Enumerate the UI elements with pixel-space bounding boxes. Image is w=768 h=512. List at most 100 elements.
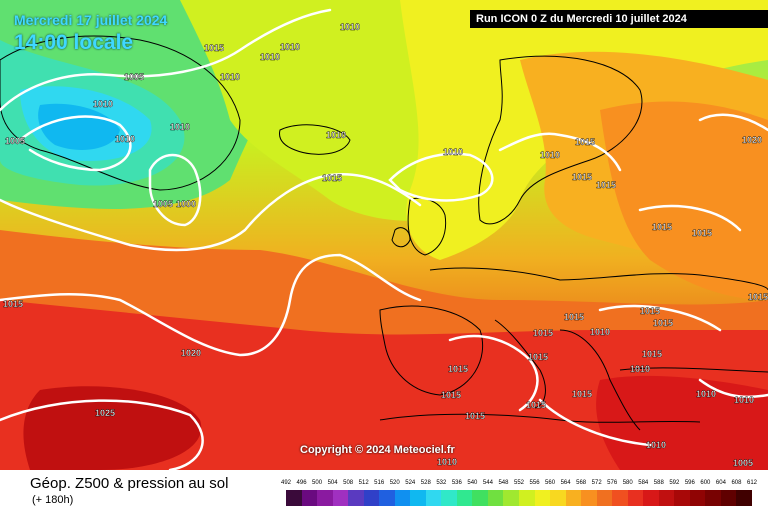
isobar-label: 1015 (564, 312, 584, 322)
legend-swatch (689, 490, 706, 506)
legend-label: 564 (560, 480, 571, 486)
isobar-label: 1010 (280, 42, 300, 52)
legend-swatch (301, 490, 318, 506)
isobar-label: 1010 (340, 22, 360, 32)
legend-label: 584 (638, 480, 649, 486)
legend-swatch (348, 490, 364, 506)
isobar-label: 1020 (742, 135, 762, 145)
legend-label: 496 (296, 480, 307, 486)
legend-swatch (472, 490, 488, 506)
legend-label: 612 (746, 480, 757, 486)
isobar-label: 1015 (3, 299, 23, 309)
isobar-label: 1005 (124, 72, 144, 82)
legend-swatch (674, 490, 690, 506)
legend-label: 576 (607, 480, 618, 486)
legend-swatch (286, 490, 302, 506)
forecast-time: 14:00 locale (14, 31, 134, 54)
legend-swatch (394, 490, 411, 506)
isobar-label: 1010 (93, 99, 113, 109)
legend-swatch (720, 490, 737, 506)
isobar-label: 1015 (526, 400, 546, 410)
isobar-label: 1015 (322, 173, 342, 183)
isobar-label: 1005 (153, 199, 173, 209)
isobar-label: 1010 (540, 150, 560, 160)
legend-swatch (332, 490, 349, 506)
isobar-label: 1010 (260, 52, 280, 62)
legend-label: 532 (436, 480, 447, 486)
legend-label: 520 (389, 480, 400, 486)
legend-label: 600 (700, 480, 711, 486)
legend-label: 568 (576, 480, 587, 486)
legend-label: 596 (684, 480, 695, 486)
isobar-label: 1010 (646, 440, 666, 450)
legend-label: 540 (467, 480, 478, 486)
isobar-label: 1015 (441, 390, 461, 400)
legend-swatch (363, 490, 380, 506)
legend-swatch (487, 490, 504, 506)
isobar-label: 1015 (204, 43, 224, 53)
legend-swatch (612, 490, 628, 506)
legend-swatch (596, 490, 613, 506)
isobar-label: 1015 (448, 364, 468, 374)
legend-swatch (643, 490, 659, 506)
forecast-date: Mercredi 17 juillet 2024 (14, 12, 168, 28)
isobar-label: 1010 (115, 134, 135, 144)
legend-swatch (518, 490, 535, 506)
legend-swatch (705, 490, 721, 506)
legend-label: 528 (420, 480, 431, 486)
legend-label: 504 (327, 480, 338, 486)
isobar-label: 1010 (696, 389, 716, 399)
legend-label: 604 (715, 480, 726, 486)
legend-swatch (736, 490, 752, 506)
legend-label: 560 (545, 480, 556, 486)
isobar-label: 1010 (326, 130, 346, 140)
isobar-label: 1015 (575, 137, 595, 147)
legend-swatch (550, 490, 566, 506)
legend-label: 492 (280, 480, 291, 486)
isobar-label: 1005 (733, 458, 753, 468)
legend-label: 512 (358, 480, 369, 486)
legend-label: 552 (513, 480, 524, 486)
isobar-label: 1010 (734, 395, 754, 405)
forecast-lead-time: (+ 180h) (32, 494, 74, 506)
legend-label: 536 (451, 480, 462, 486)
legend-labels: 492 496 500 504 508 512 516 520 524 528 532 536 540 5… (280, 480, 757, 490)
map-footer: Géop. Z500 & pression au sol (+ 180h) 49… (0, 470, 768, 512)
legend-label: 544 (482, 480, 493, 486)
copyright-notice: Copyright © 2024 Meteociel.fr (300, 444, 455, 456)
legend-swatch (441, 490, 457, 506)
isobar-label: 1010 (170, 122, 190, 132)
isobar-label: 1010 (590, 327, 610, 337)
legend-label: 580 (622, 480, 633, 486)
color-scale-legend (286, 490, 752, 506)
isobar-label: 1015 (528, 352, 548, 362)
legend-label: 508 (343, 480, 354, 486)
isobar-label: 1010 (443, 147, 463, 157)
legend-label: 524 (405, 480, 416, 486)
isobar-label: 1010 (630, 364, 650, 374)
isobar-label: 1015 (596, 180, 616, 190)
isobar-label: 1005 (5, 136, 25, 146)
legend-swatch (565, 490, 582, 506)
isobar-lines (0, 8, 768, 470)
isobar-label: 1015 (572, 389, 592, 399)
legend-label: 572 (591, 480, 602, 486)
legend-swatch (456, 490, 473, 506)
isobar-label: 1015 (465, 411, 485, 421)
legend-label: 516 (374, 480, 385, 486)
isobar-label: 1015 (642, 349, 662, 359)
isobar-label: 1010 (437, 457, 457, 467)
isobar-label: 1015 (692, 228, 712, 238)
model-run-info: Run ICON 0 Z du Mercredi 10 juillet 2024 (470, 10, 768, 28)
isobar-label: 1015 (748, 292, 768, 302)
land-outlines (0, 35, 768, 431)
legend-swatch (581, 490, 597, 506)
isobar-label: 1015 (652, 222, 672, 232)
legend-swatch (317, 490, 333, 506)
legend-label: 608 (731, 480, 742, 486)
legend-swatch (503, 490, 519, 506)
legend-swatch (425, 490, 442, 506)
legend-swatch (534, 490, 551, 506)
isobar-label: 1015 (640, 306, 660, 316)
isobar-label: 1010 (220, 72, 240, 82)
